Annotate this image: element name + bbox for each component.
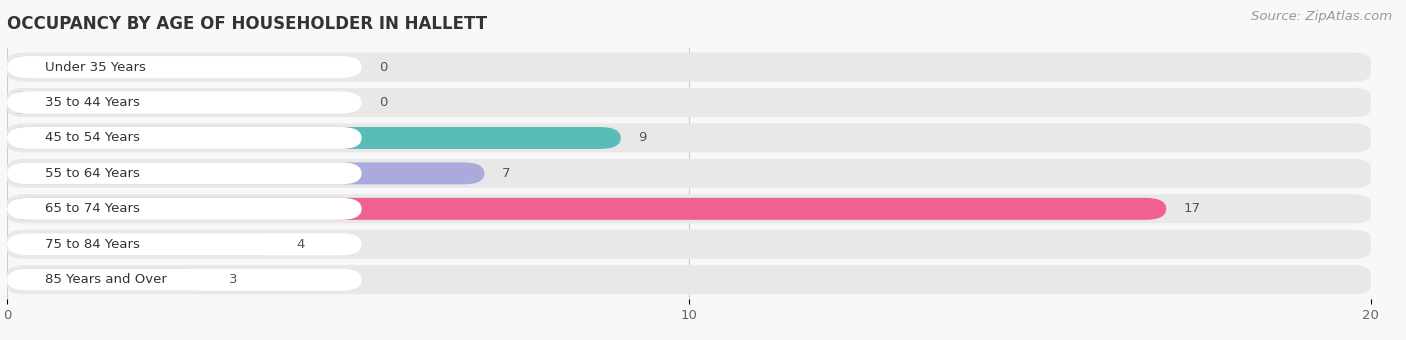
- FancyBboxPatch shape: [7, 53, 1371, 82]
- Text: 4: 4: [297, 238, 305, 251]
- FancyBboxPatch shape: [7, 163, 484, 184]
- FancyBboxPatch shape: [7, 123, 1371, 153]
- Text: Source: ZipAtlas.com: Source: ZipAtlas.com: [1251, 10, 1392, 23]
- Text: 45 to 54 Years: 45 to 54 Years: [45, 132, 139, 144]
- FancyBboxPatch shape: [7, 163, 361, 184]
- FancyBboxPatch shape: [7, 91, 34, 114]
- FancyBboxPatch shape: [7, 233, 280, 255]
- Text: 9: 9: [638, 132, 647, 144]
- Text: Under 35 Years: Under 35 Years: [45, 61, 145, 73]
- Text: 0: 0: [378, 96, 387, 109]
- Text: OCCUPANCY BY AGE OF HOUSEHOLDER IN HALLETT: OCCUPANCY BY AGE OF HOUSEHOLDER IN HALLE…: [7, 15, 486, 33]
- FancyBboxPatch shape: [7, 159, 1371, 188]
- FancyBboxPatch shape: [7, 269, 361, 291]
- FancyBboxPatch shape: [7, 269, 212, 291]
- FancyBboxPatch shape: [7, 265, 1371, 294]
- FancyBboxPatch shape: [7, 127, 621, 149]
- FancyBboxPatch shape: [7, 56, 34, 78]
- FancyBboxPatch shape: [7, 91, 361, 114]
- FancyBboxPatch shape: [7, 127, 361, 149]
- FancyBboxPatch shape: [7, 194, 1371, 223]
- Text: 0: 0: [378, 61, 387, 73]
- FancyBboxPatch shape: [7, 88, 1371, 117]
- FancyBboxPatch shape: [7, 233, 361, 255]
- FancyBboxPatch shape: [7, 198, 361, 220]
- FancyBboxPatch shape: [7, 56, 361, 78]
- Text: 75 to 84 Years: 75 to 84 Years: [45, 238, 139, 251]
- Text: 17: 17: [1184, 202, 1201, 215]
- Text: 7: 7: [502, 167, 510, 180]
- Text: 65 to 74 Years: 65 to 74 Years: [45, 202, 139, 215]
- FancyBboxPatch shape: [7, 198, 1167, 220]
- FancyBboxPatch shape: [7, 230, 1371, 259]
- Text: 35 to 44 Years: 35 to 44 Years: [45, 96, 139, 109]
- Text: 3: 3: [229, 273, 238, 286]
- Text: 85 Years and Over: 85 Years and Over: [45, 273, 166, 286]
- Text: 55 to 64 Years: 55 to 64 Years: [45, 167, 139, 180]
